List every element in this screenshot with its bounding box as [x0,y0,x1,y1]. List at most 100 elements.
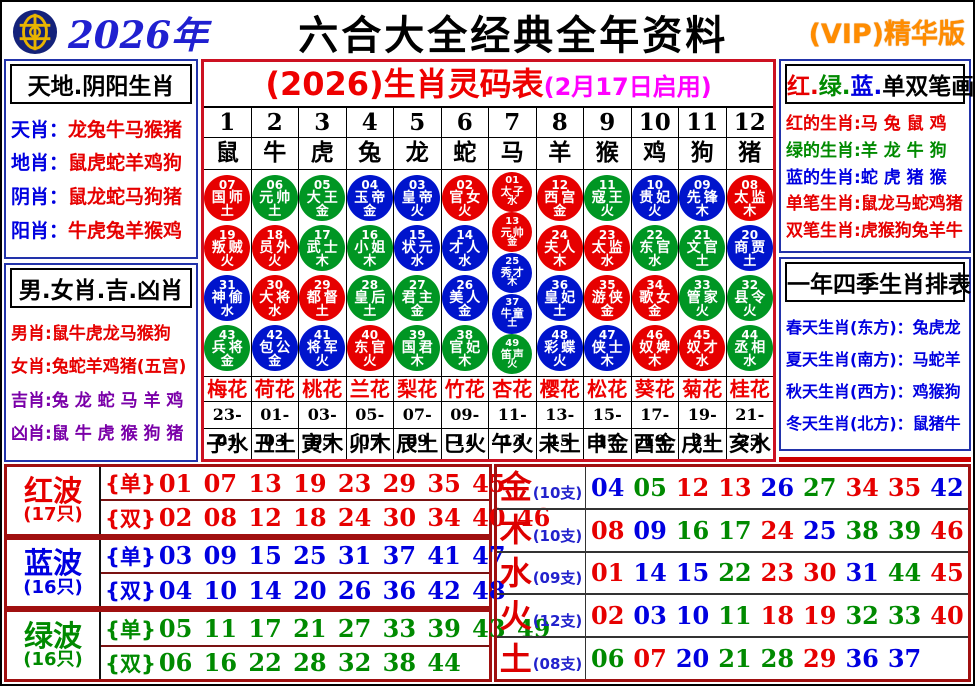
sidebar-row: 秋天生肖(西方)：鸡猴狗 [786,383,965,401]
element-number: 18 [760,601,795,631]
zodiac-ball: 17 武士木 [299,225,346,271]
page-title: 六合大全经典全年资料 [298,12,729,59]
ball-number: 08 [741,177,759,192]
section-tiandi-yinyang: 天地.阴阳生肖 天肖：龙兔牛马猴猪 地肖：鼠虎蛇羊鸡狗 阴肖：鼠龙蛇马狗猪 阳肖：牛虎… [4,59,198,259]
ball-element: 金 [600,303,614,319]
ball-element: 金 [553,203,567,219]
element-number: 30 [803,558,837,588]
wave-numbers: 06 16 22 28 32 38 44 [158,648,461,678]
ball-element: 金 [315,203,329,219]
wave-group: 绿波 (16只) {单} 05 11 17 21 27 33 39 43 49 {双} 0… [4,609,550,683]
element-number: 31 [845,558,879,588]
earthly-branch: 午火 [491,432,534,456]
earthly-branch: 巳火 [443,432,486,456]
column-number: 5 [394,108,441,138]
section-title: 红.绿.蓝.单双笔画排肖表 [785,64,973,104]
earthly-branch: 酉金 [633,432,676,456]
ball-number: 10 [646,177,664,192]
column-zodiac: 虎 [299,138,346,170]
element-number: 02 [591,601,625,631]
ball-element: 金 [648,303,662,319]
element-number: 01 [591,558,625,588]
ball-number: 20 [741,227,759,242]
ball-title: 歌女 [639,289,674,306]
element-count: (12支) [532,612,583,631]
flower-label: 竹花 [441,377,488,402]
ball-number: 06 [266,177,284,192]
column-number: 12 [726,108,773,138]
element-number: 27 [803,472,837,502]
zodiac-ball: 40 东官火 [346,325,393,371]
sidebar-left: 天地.阴阳生肖 天肖：龙兔牛马猴猪 地肖：鼠虎蛇羊鸡狗 阴肖：鼠龙蛇马狗猪 阳肖：牛虎… [4,59,198,462]
section-nan-nv-ji-xiong: 男.女肖.吉.凶肖 男肖:鼠牛虎龙马猴狗 女肖:兔蛇羊鸡猪(五宫) 吉肖:兔 龙 蛇… [4,262,198,462]
ball-title: 元帅 [500,225,525,239]
earthly-branch: 卯木 [348,432,391,456]
zodiac-ball: 43 兵将金 [204,325,251,371]
element-number: 14 [633,558,667,588]
ball-element: 金 [410,303,424,319]
sidebar-row: 绿的生肖:羊 龙 牛 狗 [786,142,965,161]
flower-label: 松花 [584,377,631,402]
wave-numbers: 04 10 14 20 26 36 42 48 [158,575,506,605]
row-value: 牛虎兔羊猴鸡 [68,219,183,242]
sidebar-row: 冬天生肖(北方)：鼠猪牛 [786,415,965,433]
element-number: 05 [633,472,667,502]
ball-title: 太监 [734,189,769,206]
element-number: 26 [760,472,795,502]
element-number: 03 [633,601,667,631]
row-value: 鼠龙蛇马狗猪 [68,186,183,209]
sidebar-row: 双笔生肖:虎猴狗兔羊牛 [786,222,965,241]
flower-label: 荷花 [251,377,298,402]
ball-title: 皇后 [354,289,389,306]
wave-name: 蓝波 [23,546,82,581]
element-count: (10支) [532,526,583,545]
element-number: 04 [591,472,625,502]
ball-title: 管家 [686,289,721,306]
ball-element: 金 [220,353,234,369]
ball-title: 员外 [259,239,294,256]
ball-title: 兵将 [211,339,246,356]
element-name: 水 [499,553,532,592]
ball-number: 03 [408,177,426,192]
ball-number: 11 [598,177,616,192]
ball-title: 包公 [259,339,294,356]
ball-number: 39 [408,327,426,342]
zodiac-ball: 32 县令火 [726,275,773,321]
element-number: 47 [973,516,974,545]
wave-numbers: 02 08 12 18 24 30 34 40 46 [158,503,551,533]
column-number: 6 [441,108,488,138]
ball-title: 叛贼 [211,239,246,256]
earthly-branch: 丑土 [253,432,296,456]
ball-title: 小姐 [354,239,389,256]
ball-number: 26 [456,277,474,292]
ball-title: 侠士 [591,339,626,356]
wave-count: (17只) [23,504,83,526]
ball-title: 太监 [591,239,626,256]
zodiac-ball: 16 小姐木 [346,225,393,271]
sidebar-row: 红的生肖:马 兔 鼠 鸡 [786,115,965,134]
row-value: 龙兔牛马猴猪 [68,118,183,141]
ball-element: 火 [315,353,329,369]
element-count: (10支) [532,483,583,502]
ball-stack: 04 玉帝金 16 小姐木 28 皇后土 40 东官火 [346,170,393,377]
section-title: 天地.阴阳生肖 [10,64,192,104]
parity-label: {单} [105,544,156,569]
ball-element: 火 [648,203,662,219]
ball-title: 国君 [401,339,436,356]
row-label: 秋天生肖(西方)： [786,382,913,402]
ball-title: 元帅 [259,189,294,206]
ball-number: 23 [598,227,616,242]
flower-label: 葵花 [631,377,678,402]
ball-element: 木 [315,253,329,269]
element-number: 35 [887,472,922,502]
column-zodiac: 羊 [536,138,583,170]
element-name: 土 [499,639,532,678]
row-label: 天肖： [11,118,69,141]
ball-number: 32 [741,277,759,292]
ball-stack: 07 国师土 19 叛贼火 31 神偷水 43 兵将金 [204,170,251,377]
zodiac-column: 9 猴 11 寇王火 23 太监水 35 游侠金 47 侠士木松花 15-17 申金 [584,108,632,459]
ball-element: 金 [458,303,472,319]
zodiac-ball: 41 将军火 [299,325,346,371]
element-number: 10 [675,601,710,631]
sidebar-row: 天肖：龙兔牛马猴猪 [11,118,192,141]
